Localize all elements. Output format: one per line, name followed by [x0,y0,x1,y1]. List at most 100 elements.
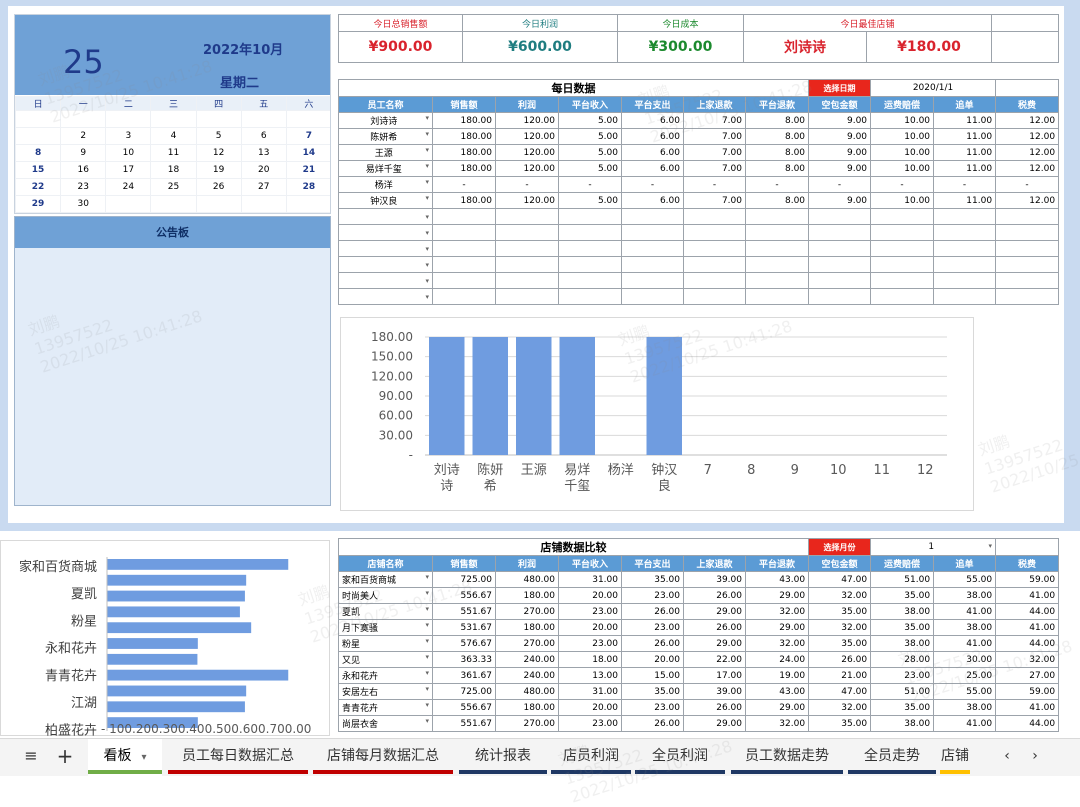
calendar-date[interactable]: 2 [60,127,107,145]
calendar-date[interactable]: 20 [240,161,287,179]
table-cell[interactable]: 10.00 [870,192,935,209]
table-cell[interactable]: 26.00 [808,651,872,668]
table-cell[interactable]: 180.00 [432,128,496,145]
table-cell[interactable] [495,240,559,257]
table-cell[interactable] [432,208,496,225]
table-cell[interactable]: 35.00 [870,587,935,604]
summary-header-cost[interactable]: 今日成本 [617,14,744,32]
table-cell[interactable]: 35.00 [621,683,684,700]
sheet-tab[interactable]: 店铺每月数据汇总 [313,739,453,777]
table-cell[interactable]: 12.00 [995,144,1060,161]
table-cell[interactable]: 59.00 [995,683,1060,700]
table-cell[interactable]: 41.00 [995,619,1060,636]
table-cell[interactable]: 20.00 [621,651,684,668]
summary-header-sales[interactable]: 今日总销售额 [338,14,463,32]
daily-empty-cell[interactable] [995,79,1060,97]
table-cell[interactable]: 38.00 [933,699,997,716]
bar[interactable] [107,590,245,602]
table-cell[interactable] [744,208,810,225]
summary-empty-cell[interactable] [991,14,1060,32]
table-cell[interactable] [558,208,622,225]
table-cell[interactable]: 5.00 [558,128,622,145]
chevron-down-icon[interactable]: ▾ [425,162,429,170]
next-tab-icon[interactable]: › [1032,748,1038,764]
table-cell[interactable]: 9.00 [808,144,872,161]
table-cell[interactable] [808,240,872,257]
calendar-date[interactable]: 25 [150,178,197,196]
table-cell[interactable]: 44.00 [995,715,1060,732]
table-cell[interactable]: 240.00 [495,667,559,684]
table-cell[interactable]: 41.00 [933,715,997,732]
table-cell[interactable]: 59.00 [995,571,1060,588]
sheet-tab[interactable]: 全员走势 [848,739,936,777]
table-cell[interactable]: 6.00 [621,144,684,161]
table-cell[interactable]: 青青花卉 ▾ [338,699,433,716]
bar[interactable] [516,337,552,455]
calendar-date[interactable]: 24 [105,178,152,196]
table-cell[interactable] [495,272,559,289]
table-cell[interactable]: 月下寞骚 ▾ [338,619,433,636]
calendar-date[interactable]: 28 [285,178,330,196]
table-cell[interactable]: 38.00 [870,635,935,652]
table-cell[interactable]: - [744,176,810,193]
table-cell[interactable]: 32.00 [744,603,810,620]
table-cell[interactable]: 576.67 [432,635,496,652]
table-cell[interactable]: 10.00 [870,128,935,145]
chevron-down-icon[interactable]: ▾ [425,260,429,269]
summary-value-best-store-sales[interactable]: ¥180.00 [865,31,993,63]
table-cell[interactable]: 44.00 [995,635,1060,652]
table-cell[interactable]: 38.00 [870,603,935,620]
table-cell[interactable]: ▾ [338,256,433,273]
table-cell[interactable] [558,224,622,241]
table-cell[interactable]: 120.00 [495,144,559,161]
calendar-date[interactable]: 21 [285,161,330,179]
table-cell[interactable]: 480.00 [495,683,559,700]
table-cell[interactable] [744,272,810,289]
calendar-date[interactable]: 17 [105,161,152,179]
store-column-header[interactable]: 运费赔偿 [870,555,935,572]
calendar-date[interactable]: 12 [195,144,242,162]
table-cell[interactable] [621,256,684,273]
table-cell[interactable]: 120.00 [495,128,559,145]
bar[interactable] [429,337,465,455]
daily-column-header[interactable]: 利润 [495,96,559,113]
table-cell[interactable]: 29.00 [683,635,746,652]
table-cell[interactable]: - [683,176,746,193]
table-cell[interactable]: - [933,176,997,193]
table-cell[interactable]: 551.67 [432,715,496,732]
table-cell[interactable] [808,208,872,225]
table-cell[interactable]: 9.00 [808,160,872,177]
calendar-date[interactable]: 9 [60,144,107,162]
sheet-tab[interactable]: 店员利润 [551,739,631,777]
table-cell[interactable]: 120.00 [495,160,559,177]
calendar-date[interactable]: 29 [15,195,62,213]
daily-column-header[interactable]: 上家退款 [683,96,746,113]
table-cell[interactable]: 47.00 [808,571,872,588]
table-cell[interactable]: 38.00 [933,619,997,636]
table-cell[interactable]: 12.00 [995,160,1060,177]
table-cell[interactable] [558,272,622,289]
table-cell[interactable]: 11.00 [933,112,997,129]
table-cell[interactable]: 9.00 [808,192,872,209]
store-column-header[interactable]: 税费 [995,555,1060,572]
sheet-tab[interactable]: 全员利润 [635,739,725,777]
sheet-tab[interactable]: 看板 ▾ [88,739,162,777]
table-cell[interactable]: 35.00 [808,635,872,652]
chevron-down-icon[interactable]: ▾ [425,669,429,677]
table-cell[interactable]: 永和花卉 ▾ [338,667,433,684]
chevron-down-icon[interactable]: ▾ [425,178,429,186]
table-cell[interactable]: 12.00 [995,192,1060,209]
table-cell[interactable]: 41.00 [933,603,997,620]
table-cell[interactable]: 20.00 [558,587,622,604]
table-cell[interactable] [683,272,746,289]
table-cell[interactable] [933,256,997,273]
table-cell[interactable]: 480.00 [495,571,559,588]
chevron-down-icon[interactable]: ▾ [425,212,429,221]
chevron-down-icon[interactable]: ▾ [425,573,429,581]
calendar-date[interactable]: 23 [60,178,107,196]
table-cell[interactable]: 32.00 [808,587,872,604]
table-cell[interactable] [621,288,684,305]
bar[interactable] [107,606,240,618]
table-cell[interactable]: 26.00 [683,699,746,716]
calendar-date[interactable] [15,110,62,128]
